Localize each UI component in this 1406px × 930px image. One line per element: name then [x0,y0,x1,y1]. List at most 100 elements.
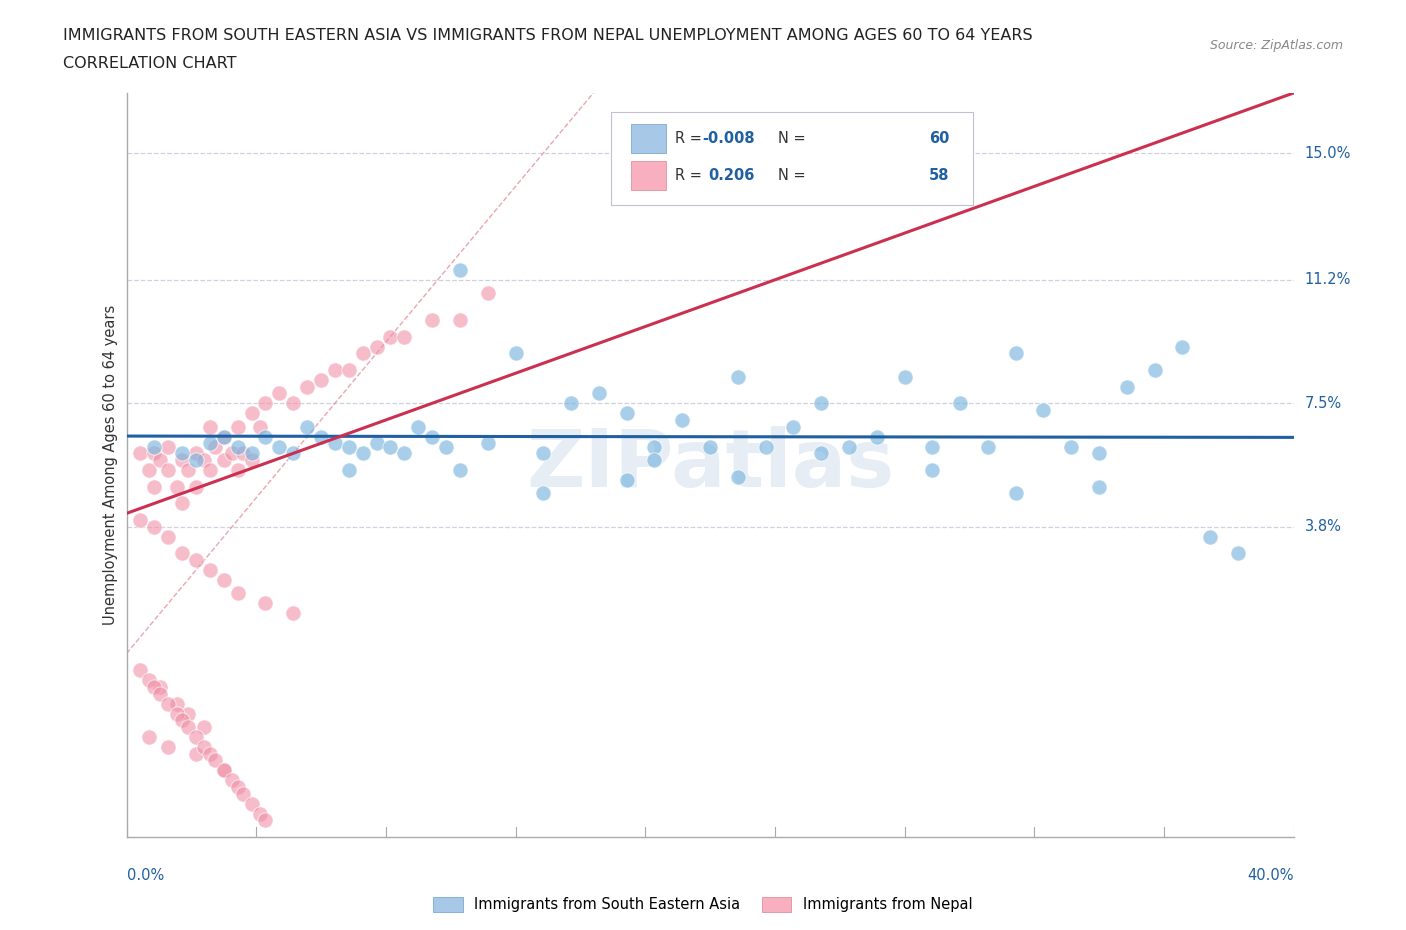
Point [184,453,207,468]
Point [143,680,166,695]
Text: 60: 60 [929,131,949,146]
Point [232,445,254,460]
Point [254,596,277,611]
Text: 15.0%: 15.0% [1305,146,1351,161]
Point [157,529,180,544]
Point [172,496,194,511]
Point [149,453,172,468]
Point [949,396,972,411]
Point [157,462,180,477]
Text: 0.206: 0.206 [709,168,755,183]
Point [1088,479,1111,494]
Point [1032,403,1054,418]
Point [143,439,166,454]
Point [221,773,243,788]
Point [394,329,416,344]
Point [531,445,554,460]
Point [699,439,721,454]
Point [198,563,221,578]
Point [366,436,388,451]
Point [226,586,249,601]
Y-axis label: Unemployment Among Ages 60 to 64 years: Unemployment Among Ages 60 to 64 years [103,305,118,625]
FancyBboxPatch shape [631,162,665,190]
Point [810,396,832,411]
Point [138,672,160,687]
Point [727,369,749,384]
Legend: Immigrants from South Eastern Asia, Immigrants from Nepal: Immigrants from South Eastern Asia, Immi… [427,891,979,918]
Point [337,462,360,477]
Point [671,413,693,428]
Point [166,706,188,721]
Text: 40.0%: 40.0% [1247,868,1294,883]
Point [643,453,665,468]
Point [477,286,499,300]
Point [166,697,188,711]
Point [295,379,318,394]
Point [166,479,188,494]
Point [198,419,221,434]
Point [176,462,198,477]
Point [283,606,305,621]
Point [616,405,638,420]
Point [138,729,160,744]
Point [366,339,388,354]
Point [204,752,226,767]
Point [198,746,221,761]
FancyBboxPatch shape [610,112,973,205]
Point [337,439,360,454]
Point [176,706,198,721]
Point [394,445,416,460]
Point [149,686,172,701]
Point [254,396,277,411]
Point [588,386,610,401]
Point [1171,339,1194,354]
Point [129,663,152,678]
Text: 0.0%: 0.0% [127,868,163,883]
Point [184,445,207,460]
Point [226,419,249,434]
Point [143,479,166,494]
Point [249,806,271,821]
Point [449,262,471,277]
Point [254,430,277,445]
Text: R =: R = [675,131,702,146]
Point [254,813,277,828]
Point [560,396,582,411]
Point [184,479,207,494]
Point [283,445,305,460]
Text: 3.8%: 3.8% [1305,519,1341,534]
Point [1004,346,1026,361]
Point [129,512,152,527]
Point [1226,546,1249,561]
Text: 11.2%: 11.2% [1305,272,1351,287]
Text: N =: N = [778,168,806,183]
Point [172,453,194,468]
Point [1199,529,1222,544]
Point [221,445,243,460]
Point [157,439,180,454]
Point [420,430,443,445]
Point [138,462,160,477]
Point [232,786,254,801]
Point [434,439,457,454]
Point [1060,439,1083,454]
FancyBboxPatch shape [631,125,665,153]
Point [352,445,374,460]
Point [643,439,665,454]
Point [157,697,180,711]
Text: 7.5%: 7.5% [1305,396,1341,411]
Point [838,439,860,454]
Point [212,763,235,777]
Point [143,519,166,534]
Point [204,439,226,454]
Point [616,472,638,487]
Point [977,439,1000,454]
Point [1143,363,1166,378]
Point [129,445,152,460]
Point [531,485,554,500]
Point [1088,445,1111,460]
Point [226,779,249,794]
Point [420,312,443,327]
Point [449,462,471,477]
Point [226,462,249,477]
